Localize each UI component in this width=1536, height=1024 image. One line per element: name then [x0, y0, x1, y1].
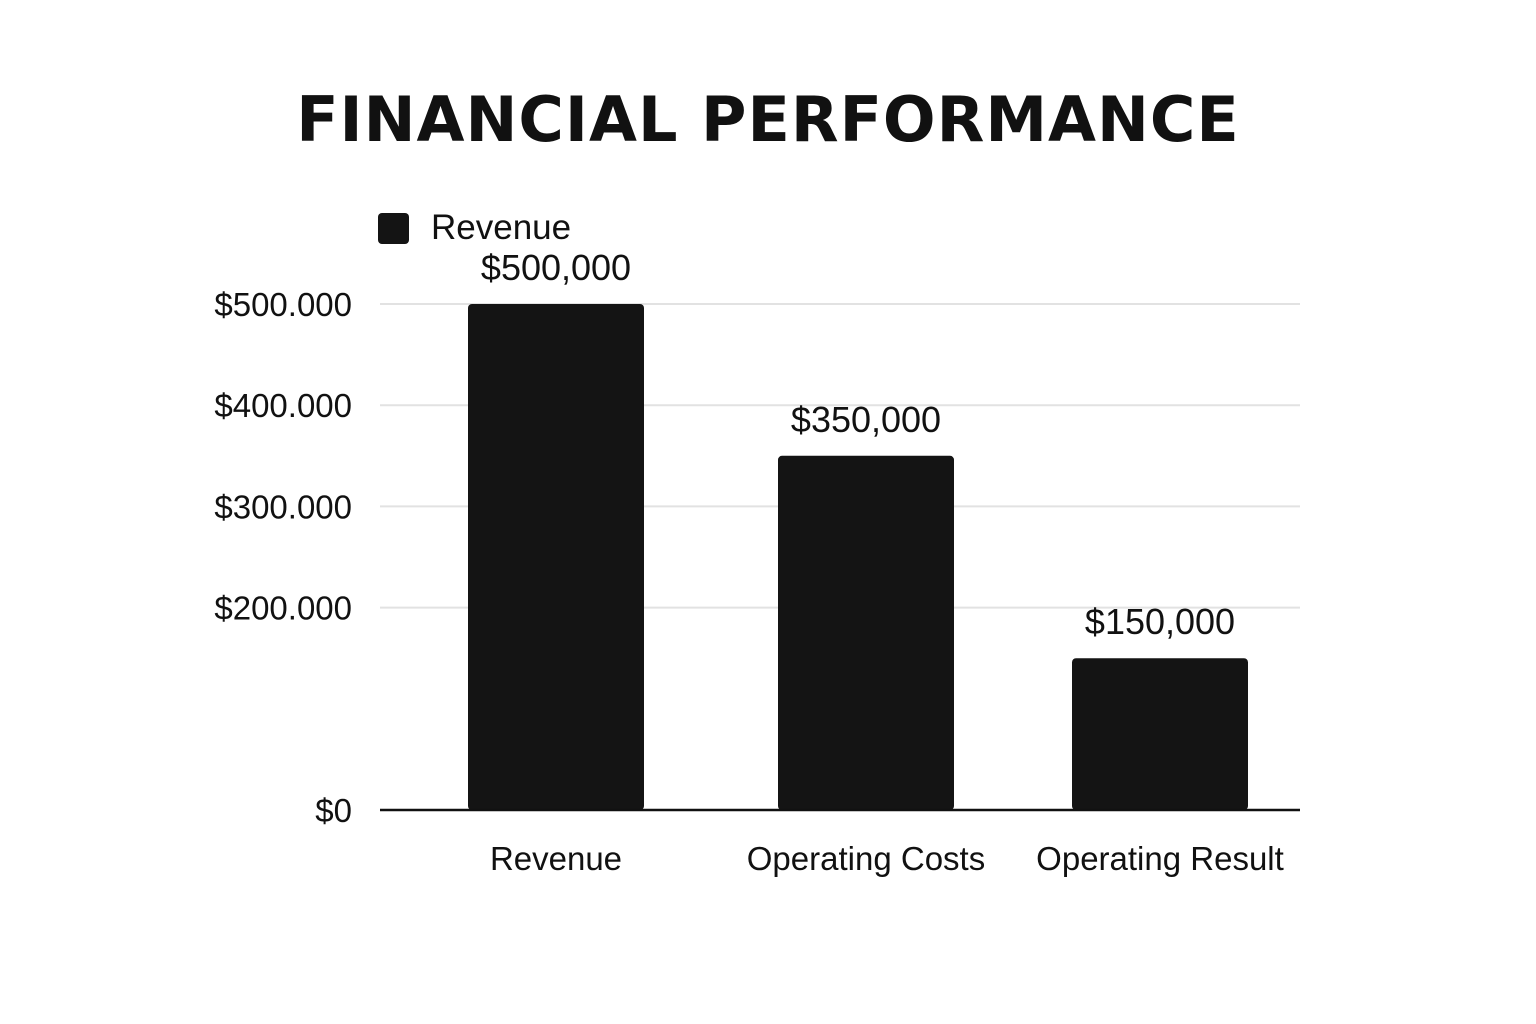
y-tick-label: $0 — [315, 792, 352, 829]
data-labels: $500,000 $350,000 $150,000 — [481, 247, 1235, 642]
y-tick-label: $500.000 — [214, 286, 352, 323]
bar — [1072, 658, 1248, 810]
bar — [778, 455, 954, 810]
y-tick-label: $400.000 — [214, 387, 352, 424]
chart-title: FINANCIAL PERFORMANCE — [296, 83, 1240, 156]
y-axis-ticks: $0 $200.000 $300.000 $400.000 $500.000 — [214, 286, 352, 829]
bar-value-label: $500,000 — [481, 247, 631, 288]
legend-swatch — [378, 212, 409, 244]
x-axis-categories: Revenue Operating Costs Operating Result — [490, 840, 1284, 877]
bar-value-label: $350,000 — [791, 399, 941, 440]
bar — [468, 304, 644, 810]
x-category-label: Revenue — [490, 840, 622, 877]
chart-legend: Revenue — [378, 206, 571, 250]
y-tick-label: $200.000 — [214, 590, 352, 627]
legend-label: Revenue — [431, 208, 572, 247]
x-category-label: Operating Result — [1036, 840, 1284, 877]
bars — [468, 304, 1248, 810]
bar-value-label: $150,000 — [1085, 601, 1235, 642]
y-tick-label: $300.000 — [214, 488, 352, 525]
x-category-label: Operating Costs — [747, 840, 985, 877]
